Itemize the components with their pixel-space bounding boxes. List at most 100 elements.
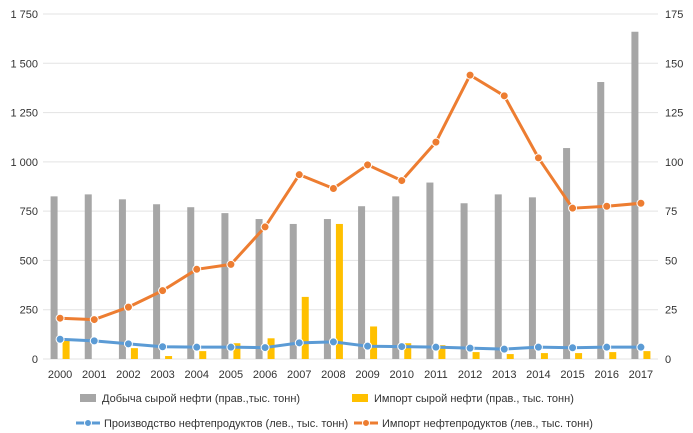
right-tick-label: 100 [665, 157, 683, 169]
line-point [465, 343, 475, 353]
line-point [158, 286, 168, 296]
x-tick-label: 2008 [321, 369, 345, 381]
line-point [465, 70, 475, 80]
bar [404, 343, 412, 359]
bar [62, 340, 70, 359]
bar [460, 203, 468, 359]
bar [472, 352, 480, 359]
line-point [499, 91, 509, 101]
x-tick-label: 2004 [185, 369, 209, 381]
x-tick-label: 2006 [253, 369, 277, 381]
line-point [226, 259, 236, 269]
line-point [397, 342, 407, 352]
bar [643, 351, 651, 359]
bar [528, 197, 536, 359]
bar [540, 353, 548, 359]
left-tick-label: 1 250 [10, 108, 38, 120]
x-tick-label: 2011 [424, 369, 448, 381]
bar [335, 223, 343, 359]
bar [289, 223, 297, 359]
line-series [55, 70, 646, 354]
x-axis-ticks: 2000 2001 2002 2003 2004 2005 2006 2007 2008 2009… [48, 369, 653, 381]
x-tick-label: 2017 [629, 369, 653, 381]
x-tick-label: 2003 [150, 369, 174, 381]
x-tick-label: 2000 [48, 369, 72, 381]
bar [165, 356, 173, 359]
line-point [294, 338, 304, 348]
legend-item-crude-import: Импорт сырой нефти (прав., тыс. тонн) [352, 393, 574, 405]
series-line [60, 73, 642, 322]
right-tick-label: 50 [665, 255, 677, 267]
left-tick-label: 1 750 [10, 9, 38, 21]
x-tick-label: 2016 [595, 369, 619, 381]
line-point [533, 342, 543, 352]
x-tick-label: 2013 [492, 369, 516, 381]
bar [118, 199, 126, 359]
line-point [363, 160, 373, 170]
left-tick-label: 250 [20, 305, 38, 317]
left-tick-label: 500 [20, 255, 38, 267]
bar [597, 82, 605, 359]
right-axis-ticks: 0 25 50 75 100 125 150 175 [665, 9, 683, 366]
legend-item-products-import: Импорт нефтепродуктов (лев., тыс. тонн) [354, 418, 593, 430]
line-point [260, 343, 270, 353]
bar [84, 194, 92, 359]
x-tick-label: 2007 [287, 369, 311, 381]
line-point [158, 342, 168, 352]
legend-swatch-crude-production [80, 394, 96, 402]
bar [358, 206, 366, 359]
bar [370, 326, 378, 359]
bar [438, 345, 446, 359]
legend-item-crude-production: Добыча сырой нефти (прав.,тыс. тонн) [80, 393, 300, 405]
bar [187, 207, 195, 359]
line-point [192, 264, 202, 274]
line-point [123, 339, 133, 349]
line-point [602, 342, 612, 352]
line-point [123, 302, 133, 312]
gridlines [43, 13, 658, 360]
line-point [431, 137, 441, 147]
bar [575, 353, 583, 359]
line-point [260, 222, 270, 232]
bar [392, 196, 400, 359]
line-point [568, 203, 578, 213]
legend-label-products-production: Производство нефтепродуктов (лев., тыс. … [104, 418, 348, 430]
bar [199, 351, 207, 359]
right-tick-label: 25 [665, 305, 677, 317]
bar [267, 338, 275, 359]
line-point [89, 336, 99, 346]
legend: Добыча сырой нефти (прав.,тыс. тонн) Имп… [76, 393, 593, 430]
bar [506, 354, 514, 359]
bar [323, 219, 331, 359]
legend-label-crude-production: Добыча сырой нефти (прав.,тыс. тонн) [102, 393, 300, 405]
x-tick-label: 2005 [219, 369, 243, 381]
left-tick-label: 0 [32, 354, 38, 366]
line-point [397, 176, 407, 186]
x-tick-label: 2009 [355, 369, 379, 381]
left-axis-ticks: 0 250 500 750 1 000 1 250 1 500 1 750 [10, 9, 38, 366]
legend-label-crude-import: Импорт сырой нефти (прав., тыс. тонн) [374, 393, 574, 405]
legend-marker-products-import [362, 419, 370, 427]
right-tick-label: 75 [665, 206, 677, 218]
line-point [363, 341, 373, 351]
line-point [636, 342, 646, 352]
line-point [55, 334, 65, 344]
bar [255, 219, 263, 359]
line-point [602, 201, 612, 211]
bar-series [50, 31, 651, 359]
x-tick-label: 2014 [526, 369, 550, 381]
line-point [55, 313, 65, 323]
left-tick-label: 750 [20, 206, 38, 218]
line-point [328, 337, 338, 347]
x-tick-label: 2002 [116, 369, 140, 381]
right-tick-label: 150 [665, 58, 683, 70]
left-tick-label: 1 500 [10, 58, 38, 70]
bar [130, 348, 138, 359]
bar [609, 352, 617, 359]
line-point [328, 183, 338, 193]
right-tick-label: 175 [665, 9, 683, 21]
series-line [60, 337, 641, 351]
line-point [499, 344, 509, 354]
bar [631, 31, 639, 359]
